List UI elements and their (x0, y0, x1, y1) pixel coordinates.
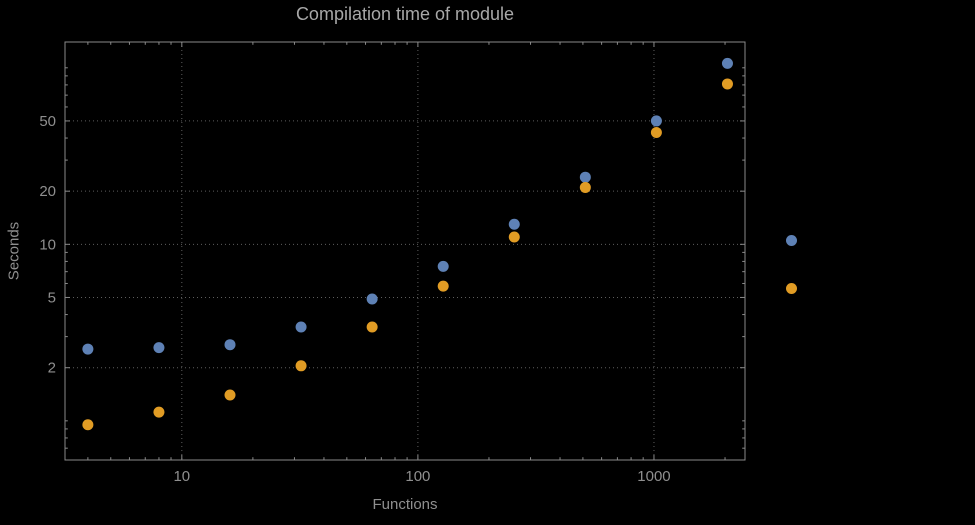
data-point-series-2 (153, 406, 165, 418)
data-point-series-1 (721, 57, 733, 69)
data-point-series-2 (579, 181, 591, 193)
chart-title: Compilation time of module (295, 4, 515, 24)
data-point-series-1 (650, 115, 662, 127)
x-tick-label: 10 (173, 468, 190, 485)
data-point-series-2 (224, 389, 236, 401)
data-point-series-2 (508, 231, 520, 243)
data-point-series-2 (721, 78, 733, 90)
y-tick-label: 50 (39, 113, 56, 130)
data-point-series-1 (295, 321, 307, 333)
data-point-series-1 (153, 342, 165, 354)
legend-marker-series-2 (786, 283, 797, 294)
data-point-series-2 (295, 360, 307, 372)
data-point-series-2 (366, 321, 378, 333)
y-tick-label: 10 (39, 236, 56, 253)
data-point-series-2 (650, 126, 662, 138)
plot-frame (64, 41, 746, 461)
legend-marker-series-1 (786, 235, 797, 246)
data-point-series-1 (82, 343, 94, 355)
data-point-series-1 (366, 293, 378, 305)
data-point-series-2 (82, 419, 94, 431)
y-tick-label: 5 (48, 289, 56, 306)
data-point-series-1 (508, 218, 520, 230)
x-axis-label: Functions (372, 496, 438, 513)
data-point-series-1 (437, 260, 449, 272)
data-point-series-1 (224, 339, 236, 351)
data-point-series-2 (437, 280, 449, 292)
data-point-series-1 (579, 171, 591, 183)
x-tick-label: 100 (405, 468, 430, 485)
x-tick-label: 1000 (637, 468, 670, 485)
y-tick-label: 2 (48, 360, 56, 377)
y-axis-label: Seconds (5, 221, 23, 281)
y-tick-label: 20 (39, 183, 56, 200)
